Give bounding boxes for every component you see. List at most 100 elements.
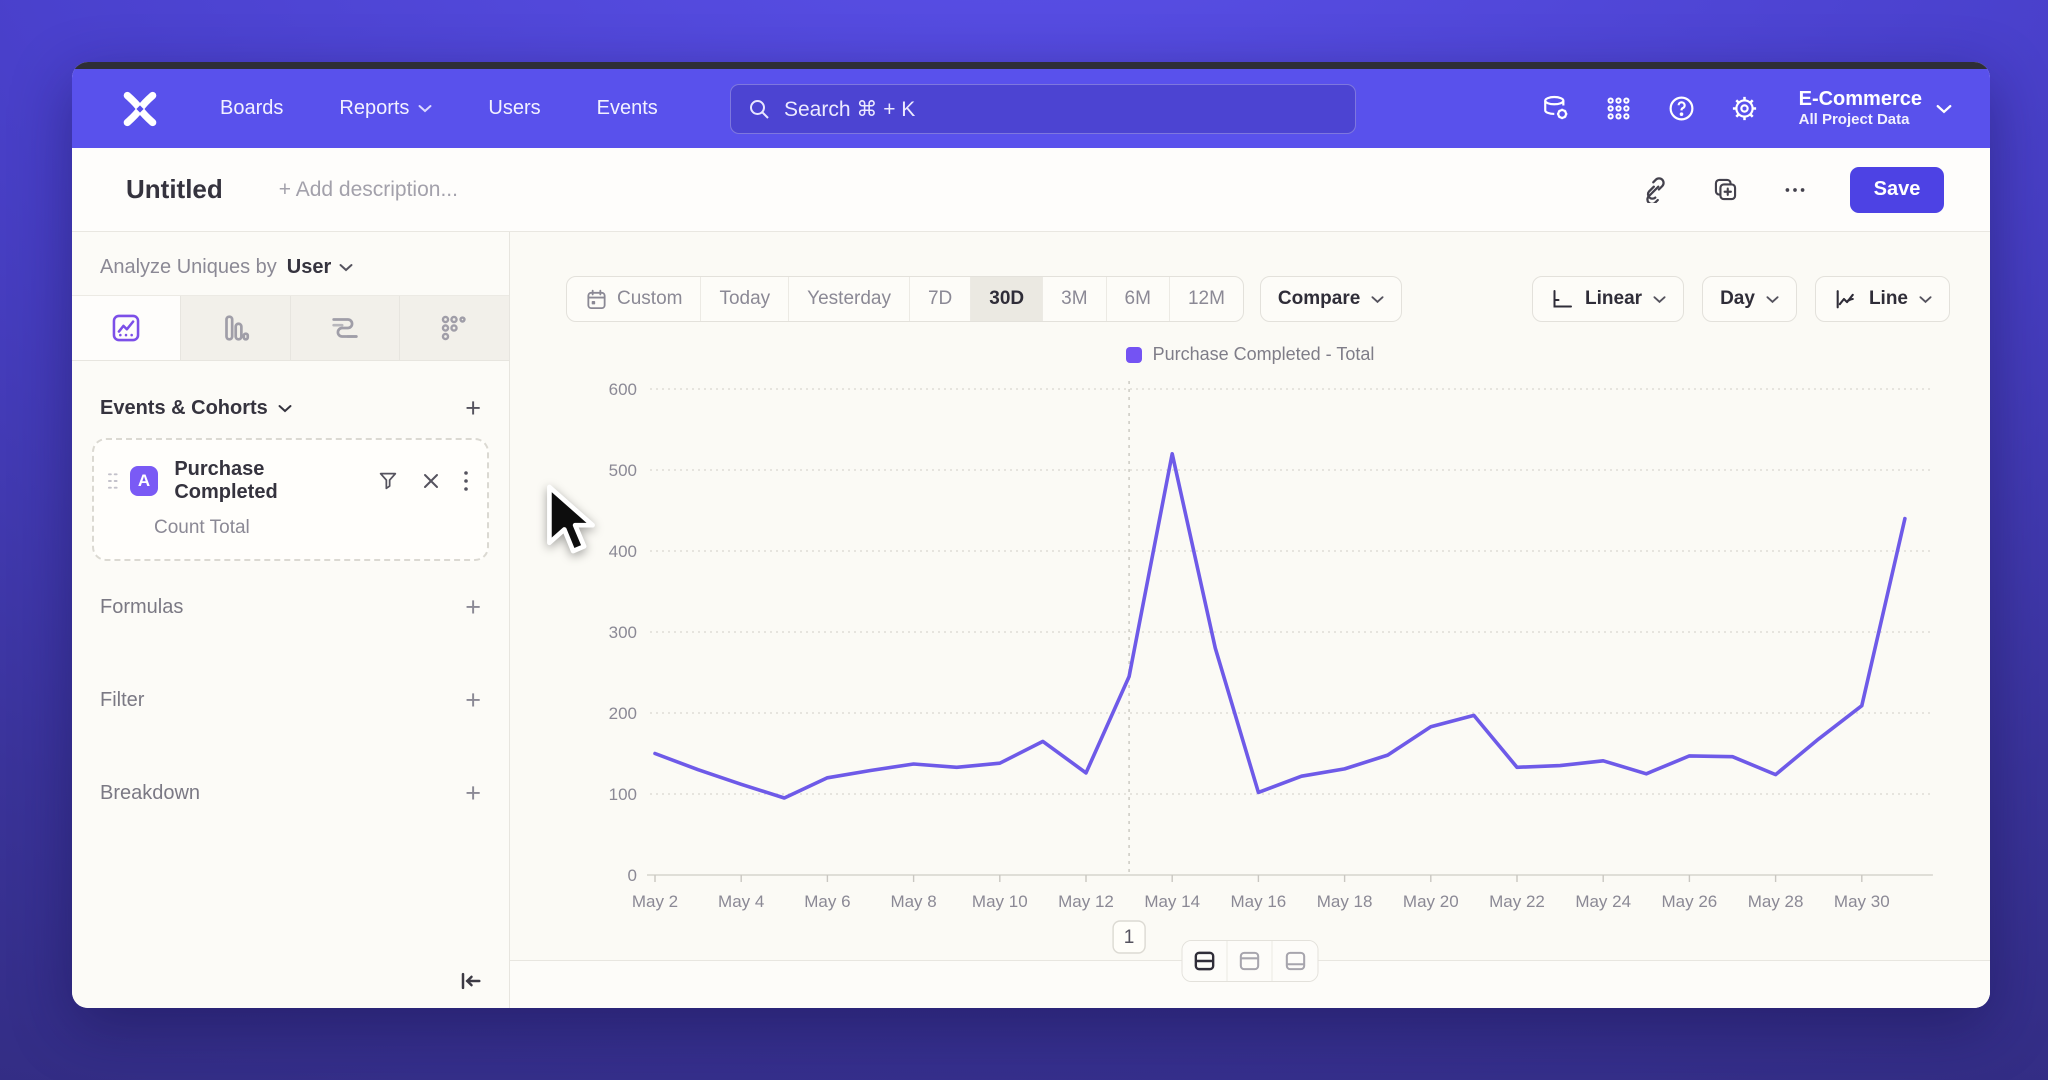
chevron-down-icon [1371,295,1384,303]
x-tick-label: May 20 [1403,892,1459,911]
section-label: Formulas [100,595,184,618]
y-tick-label: 500 [609,461,637,480]
tab-bar-chart[interactable] [181,296,291,360]
sidebar-section-formulas: Formulas + [100,585,481,629]
chevron-down-icon [339,264,353,272]
nav-item-events[interactable]: Events [596,97,658,119]
report-title[interactable]: Untitled [126,174,223,204]
y-tick-label: 0 [628,866,637,885]
event-name[interactable]: Purchase Completed [174,458,278,503]
remove-event-icon[interactable] [421,471,441,491]
x-tick-label: May 16 [1231,892,1287,911]
project-scope: All Project Data [1798,111,1910,128]
nav-item-reports[interactable]: Reports [339,97,432,120]
nav-item-boards[interactable]: Boards [220,97,284,119]
add-breakdown-button[interactable]: + [465,777,481,808]
x-tick-label: May 18 [1317,892,1373,911]
x-tick-label: May 24 [1575,892,1631,911]
legend-swatch [1125,346,1142,363]
sidebar-section-filter: Filter + [100,678,481,722]
analyze-entity-dropdown[interactable]: User [287,256,353,279]
copy-link-icon[interactable] [1640,175,1670,205]
top-nav: Boards Reports Users Events Search ⌘ + K [72,69,1990,148]
layout-switcher [1181,940,1319,982]
tab-flow[interactable] [290,296,400,360]
add-filter-button[interactable]: + [465,684,481,715]
x-tick-label: May 30 [1834,892,1890,911]
chart-type-dropdown[interactable]: Line [1814,276,1950,322]
compare-button[interactable]: Compare [1259,276,1403,322]
sidebar-section-breakdown: Breakdown + [100,771,481,815]
x-tick-label: May 28 [1748,892,1804,911]
project-selector[interactable]: E-Commerce All Project Data [1799,88,1952,129]
chevron-down-icon [278,405,292,413]
add-event-button[interactable]: + [465,393,481,423]
project-name: E-Commerce [1798,88,1922,110]
x-tick-label: May 4 [718,892,764,911]
range-7d[interactable]: 7D [910,277,972,321]
events-cohorts-toggle[interactable]: Events & Cohorts [100,397,292,420]
chevron-down-icon [1766,295,1779,303]
more-options-icon[interactable] [1780,175,1810,205]
event-metric[interactable]: Count Total [154,517,250,538]
search-icon [750,100,769,119]
linear-scale-icon [1553,290,1573,308]
range-3m[interactable]: 3M [1043,277,1107,321]
mixpanel-logo-icon[interactable] [118,87,162,131]
chart-panel: Custom Today Yesterday 7D 30D 3M 6M 12M Compare… [510,232,1990,1008]
x-tick-label: May 6 [804,892,850,911]
search-input[interactable]: Search ⌘ + K [730,84,1356,134]
chevron-down-icon [1919,295,1932,303]
help-icon[interactable] [1667,94,1697,124]
y-tick-label: 100 [609,785,637,804]
app-window: Boards Reports Users Events Search ⌘ + K [72,62,1990,1008]
annotation-badge[interactable] [1112,920,1146,954]
range-custom[interactable]: Custom [567,277,702,321]
data-management-icon[interactable] [1541,94,1571,124]
save-button[interactable]: Save [1850,166,1944,213]
x-tick-label: May 12 [1058,892,1114,911]
duplicate-icon[interactable] [1710,175,1740,205]
report-type-tabs [72,295,509,361]
tab-retention[interactable] [399,296,509,360]
x-tick-label: May 14 [1144,892,1200,911]
series-line-purchase-completed-total[interactable] [653,452,1907,800]
layout-split-view[interactable] [1182,941,1228,981]
events-cohorts-header: Events & Cohorts + [100,395,481,422]
add-description[interactable]: + Add description... [278,177,458,201]
search-placeholder: Search ⌘ + K [784,97,916,121]
scale-dropdown[interactable]: Linear [1532,276,1685,322]
query-sidebar: Analyze Uniques by User [72,232,510,1008]
legend-label: Purchase Completed - Total [1152,344,1375,364]
range-30d[interactable]: 30D [971,277,1044,321]
chart-legend: Purchase Completed - Total [510,344,1990,365]
mouse-cursor [547,484,595,554]
line-chart-icon [1836,289,1854,308]
settings-gear-icon[interactable] [1730,94,1760,124]
range-12m[interactable]: 12M [1187,288,1225,309]
filter-funnel-icon[interactable] [377,470,399,492]
layout-bottom-panel[interactable] [1272,941,1318,981]
chevron-down-icon [1653,295,1666,303]
drag-handle-icon[interactable] [108,472,118,490]
apps-grid-icon[interactable] [1604,94,1634,124]
x-tick-label: May 26 [1662,892,1718,911]
range-today[interactable]: Today [701,277,790,321]
nav-item-users[interactable]: Users [488,97,541,119]
event-menu-icon[interactable] [463,469,469,493]
nav-right-cluster: E-Commerce All Project Data [1541,69,1952,148]
layout-top-panel[interactable] [1227,941,1273,981]
tab-insights-line[interactable] [72,296,182,360]
interval-dropdown[interactable]: Day [1702,276,1797,322]
event-card[interactable]: A Purchase Completed Count T [92,438,489,561]
range-yesterday[interactable]: Yesterday [789,277,910,321]
date-range-control: Custom Today Yesterday 7D 30D 3M 6M 12M [566,276,1244,322]
event-badge: A [129,466,159,496]
collapse-sidebar-icon[interactable] [453,966,483,996]
analyze-uniques-row: Analyze Uniques by User [72,232,509,295]
x-tick-label: May 10 [972,892,1028,911]
add-formulas-button[interactable]: + [465,591,481,622]
calendar-icon [587,289,606,309]
section-label: Breakdown [100,781,201,804]
range-6m[interactable]: 6M [1107,277,1170,321]
